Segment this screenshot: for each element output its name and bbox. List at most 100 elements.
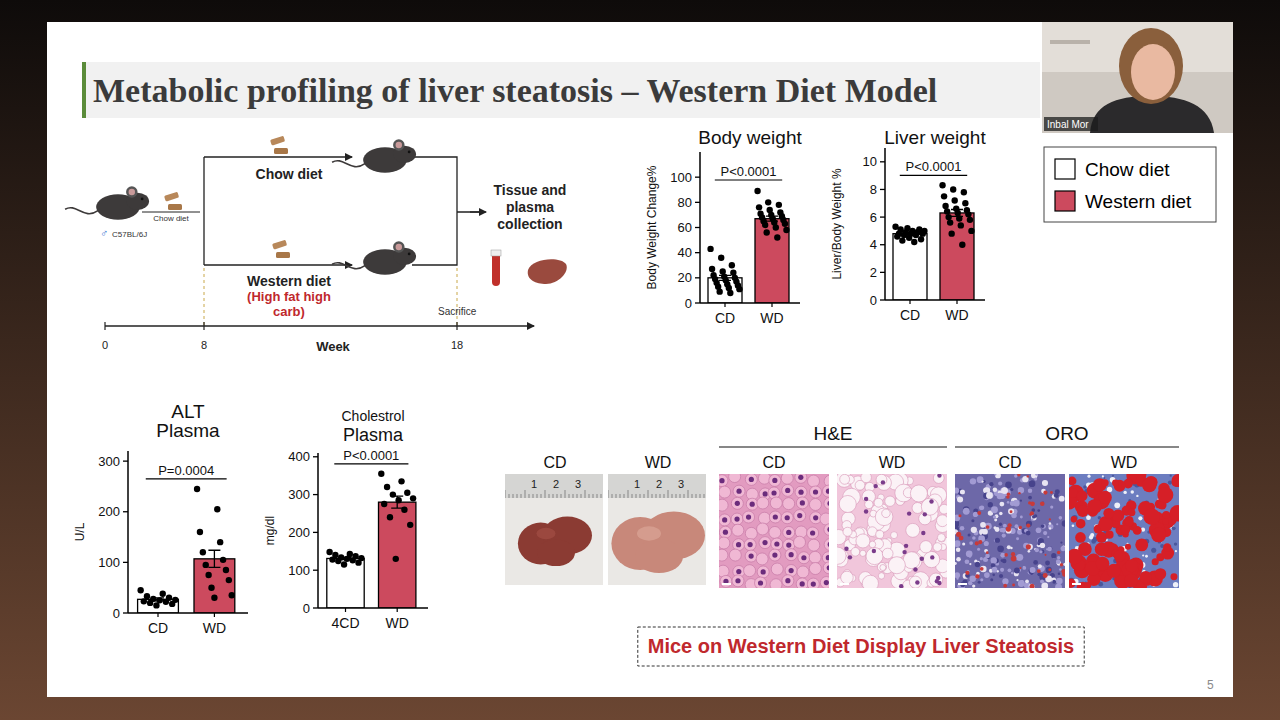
nucleus [844, 547, 848, 551]
data-point [729, 262, 735, 268]
stain-speck [1007, 501, 1010, 504]
y-axis-title: Body Weight Change% [645, 165, 659, 289]
y-tick-label: 300 [288, 487, 310, 502]
cell [756, 553, 768, 565]
cell [795, 486, 807, 498]
lipid-droplet [1019, 526, 1022, 529]
data-point [169, 601, 175, 607]
y-tick [313, 494, 318, 495]
stain-speck [1011, 572, 1014, 575]
vacuole [866, 548, 883, 565]
cell [758, 512, 770, 524]
nucleus [789, 568, 794, 573]
nucleus [872, 549, 876, 553]
plot-marks [892, 182, 974, 300]
y-axis-line [884, 148, 886, 300]
stain-speck [1020, 500, 1022, 502]
lipid-droplet [1077, 505, 1089, 517]
nucleus [798, 490, 803, 495]
data-point [141, 598, 147, 604]
legend-label: Chow diet [1085, 159, 1170, 180]
ruler-tick [704, 494, 705, 498]
data-point [920, 230, 926, 236]
nucleus [904, 544, 908, 548]
vacuole [882, 509, 890, 517]
tissue-bg [955, 474, 1065, 588]
x-tick [397, 608, 398, 612]
timeline-tick [456, 322, 457, 330]
bar [940, 213, 974, 300]
ruler-tick [624, 494, 625, 498]
cell [745, 474, 757, 485]
stain-speck [997, 545, 1004, 552]
cell [733, 485, 745, 497]
stain-speck [1037, 543, 1040, 546]
ruler-number: 1 [634, 478, 640, 490]
data-point [894, 233, 900, 239]
x-tick-label: CD [148, 620, 168, 636]
nucleus [828, 542, 829, 547]
cell [781, 512, 793, 524]
y-tick [695, 277, 700, 278]
y-tick-label: 100 [288, 563, 310, 578]
stain-speck [980, 505, 985, 510]
stain-speck [1027, 544, 1033, 550]
stain-speck [1036, 527, 1042, 533]
lipid-droplet [1030, 511, 1034, 515]
ruler-tick [620, 494, 621, 498]
stain-speck [1051, 553, 1056, 558]
vacuole [851, 547, 860, 556]
stain-speck [1061, 546, 1065, 551]
chart: Liver weightLiver/Body Weight %0246810CD… [830, 127, 986, 323]
panel-label: WD [1111, 454, 1138, 471]
nucleus [800, 581, 805, 586]
ruler-tick [676, 494, 677, 498]
data-point [918, 236, 924, 242]
timeline-tick-label: 8 [201, 339, 207, 351]
ruler-tick [660, 494, 661, 498]
title-accent [82, 62, 86, 118]
data-point [911, 239, 917, 245]
nucleus [813, 489, 818, 494]
ruler [505, 474, 603, 498]
data-point [393, 556, 399, 562]
vacuole [840, 474, 850, 484]
x-axis-line [128, 612, 248, 614]
background [0, 0, 1280, 720]
y-tick-label: 0 [685, 296, 692, 311]
stain-speck [1175, 550, 1177, 552]
data-point [947, 219, 953, 225]
cell [820, 513, 829, 525]
stain-speck [1018, 580, 1025, 587]
stain-speck [968, 533, 971, 536]
text-line: carb) [273, 304, 305, 319]
data-point [763, 229, 769, 235]
stain-speck [1025, 579, 1029, 583]
mouse-ear-inner [396, 244, 402, 250]
mouse-eye [408, 151, 411, 154]
y-tick [123, 460, 128, 461]
ruler-tick [529, 494, 530, 498]
ruler-tick [648, 490, 649, 498]
ruler-tick [581, 494, 582, 498]
data-point [350, 557, 356, 563]
data-point [756, 204, 762, 210]
data-point [329, 556, 335, 562]
lipid-droplet [1095, 542, 1109, 556]
mouse-ear [393, 139, 405, 151]
stain-speck [1038, 564, 1042, 568]
data-point [965, 211, 971, 217]
stain-speck [973, 512, 978, 517]
legend-swatch [1055, 191, 1075, 211]
y-tick [313, 570, 318, 571]
mouse-tail [332, 161, 365, 167]
x-tick [345, 608, 346, 612]
nucleus [797, 513, 802, 518]
data-point [214, 506, 220, 512]
stain-speck [979, 506, 983, 510]
nucleus [827, 565, 829, 570]
vacuole [888, 557, 905, 574]
y-tick [695, 177, 700, 178]
stain-speck [1112, 475, 1114, 477]
y-tick-label: 8 [870, 182, 877, 197]
